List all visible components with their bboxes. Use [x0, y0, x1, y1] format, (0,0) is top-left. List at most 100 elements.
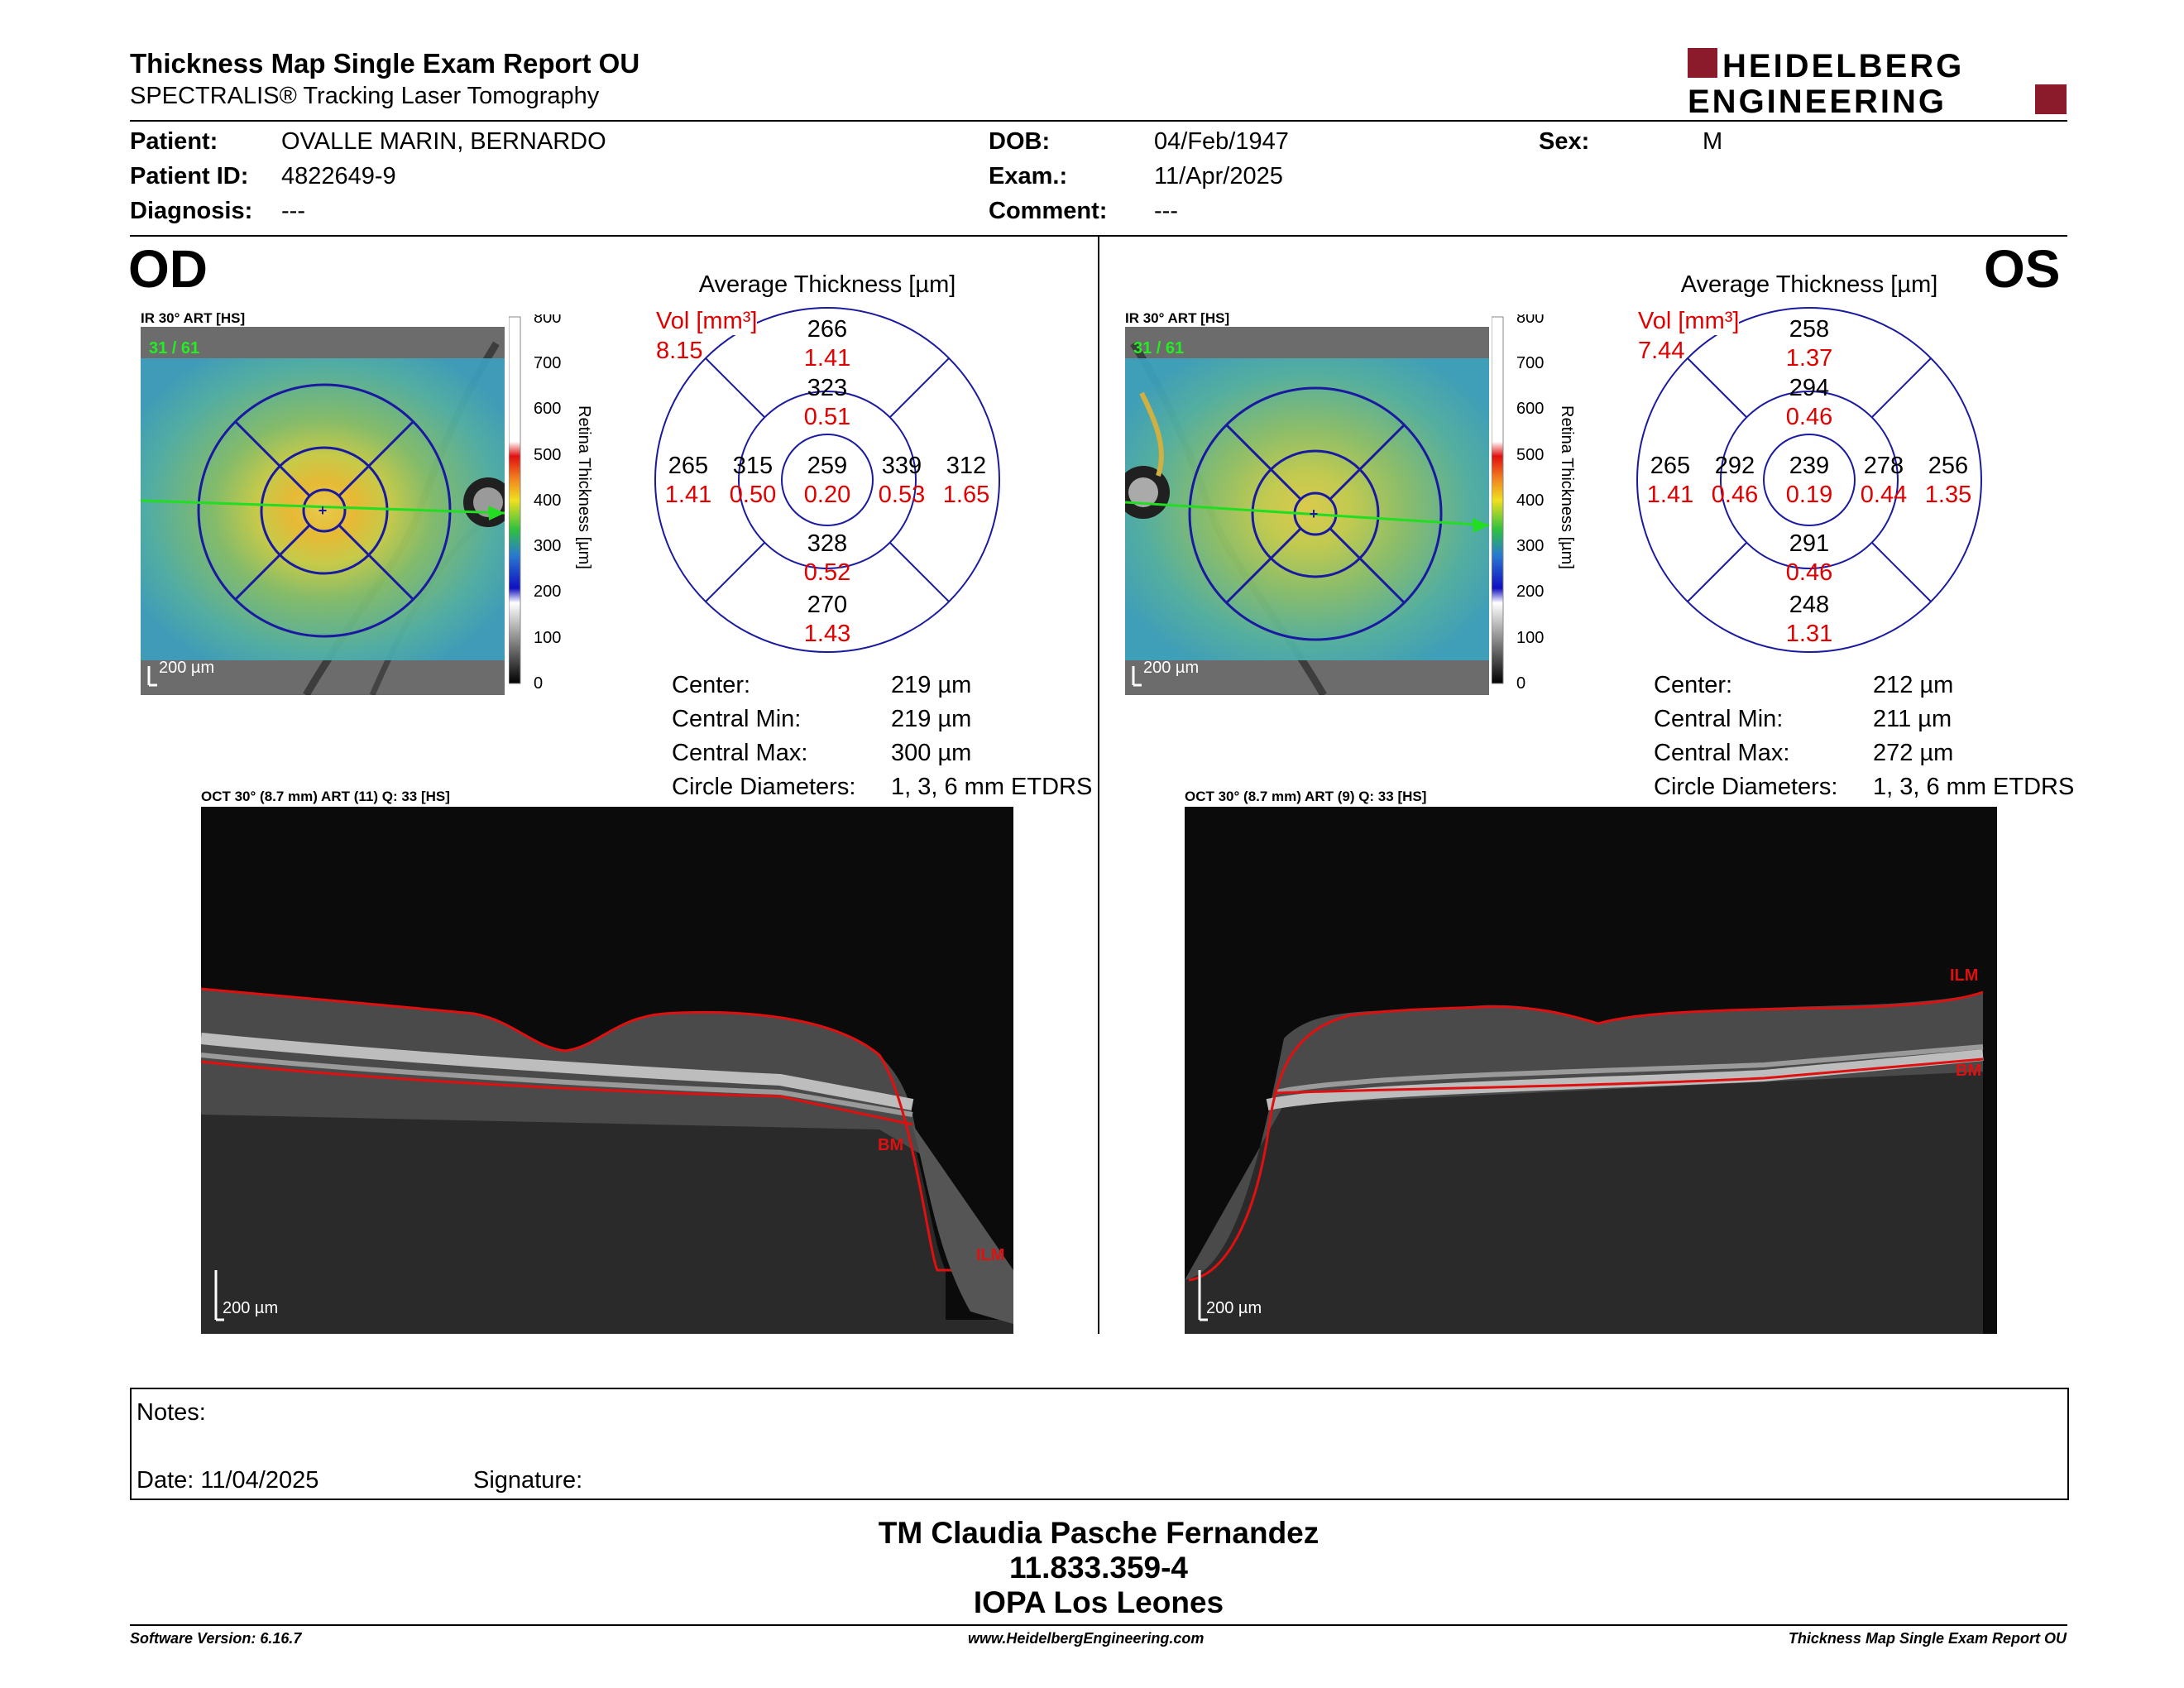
od-cs-tick: 300 [534, 537, 561, 555]
os-center-label: Center: [1654, 672, 1733, 698]
od-stats-labels: Center: Central Min: Central Max: Circle… [672, 669, 855, 804]
os-colorscale: 800 700 600 500 400 300 200 100 0 Retina… [1492, 314, 1576, 693]
os-art-counter: 31 / 61 [1133, 339, 1184, 357]
od-bm-label: BM [878, 1136, 903, 1154]
os-fundus-thickness-map: + 31 / 61 200 µm [1125, 327, 1489, 695]
sex-label: Sex: [1539, 128, 1590, 155]
od-circ-value: 1, 3, 6 mm ETDRS [891, 774, 1093, 800]
od-fundus-thickness-map: + 31 / 61 200 µm [141, 327, 505, 695]
os-outer-nas-vol: 1.35 [1925, 482, 1971, 508]
od-min-value: 219 µm [891, 706, 972, 732]
od-colorscale: 800 700 600 500 400 300 200 100 0 Retina… [509, 314, 593, 693]
os-inner-temp-vol: 0.46 [1712, 482, 1758, 508]
os-oct-bscan: ILM BM 200 µm [1185, 807, 1997, 1334]
od-max-value: 300 µm [891, 740, 972, 766]
od-vol-total: 8.15 [656, 338, 703, 364]
os-inner-nas-vol: 0.44 [1861, 482, 1907, 508]
od-inner-sup-thick: 323 [807, 375, 847, 401]
patient-id-label: Patient ID: [130, 163, 249, 189]
os-max-label: Central Max: [1654, 740, 1790, 766]
od-avg-title: Average Thickness [µm] [698, 271, 956, 298]
os-oct-caption: OCT 30° (8.7 mm) ART (9) Q: 33 [HS] [1185, 789, 1427, 804]
svg-text:+: + [318, 502, 328, 519]
os-center-thick: 239 [1789, 453, 1829, 479]
diagnosis-label: Diagnosis: [130, 198, 253, 224]
od-ilm-label: ILM [976, 1246, 1004, 1264]
os-ir-caption: IR 30° ART [HS] [1125, 310, 1230, 326]
od-inner-sup-vol: 0.51 [804, 404, 850, 430]
comment-value: --- [1154, 198, 1178, 224]
od-cs-tick: 0 [534, 674, 543, 693]
os-center-vol: 0.19 [1786, 482, 1832, 508]
os-max-value: 272 µm [1873, 740, 1954, 766]
os-center-value: 212 µm [1873, 672, 1954, 698]
os-circ-label: Circle Diameters: [1654, 774, 1838, 800]
center-divider [1098, 237, 1099, 1334]
os-cs-tick: 100 [1516, 629, 1544, 647]
os-stats-labels: Center: Central Min: Central Max: Circle… [1654, 669, 1837, 804]
report-title: Thickness Map Single Exam Report OU [130, 48, 640, 79]
od-inner-nas-thick: 339 [882, 453, 922, 479]
od-cs-tick: 100 [534, 629, 561, 647]
os-scale-bar-label: 200 µm [1143, 659, 1199, 677]
os-inner-inf-vol: 0.46 [1786, 559, 1832, 586]
od-inner-inf-vol: 0.52 [804, 559, 850, 586]
od-min-label: Central Min: [672, 706, 802, 732]
os-etdrs-grid: 258 1.37 294 0.46 239 0.19 292 0.46 278 … [1636, 307, 1982, 653]
footer-report-name: Thickness Map Single Exam Report OU [1788, 1630, 2067, 1647]
os-min-value: 211 µm [1873, 706, 1952, 732]
od-label: OD [128, 239, 208, 299]
os-inner-sup-vol: 0.46 [1786, 404, 1832, 430]
od-etdrs-grid: 266 1.41 323 0.51 259 0.20 315 0.50 339 … [654, 307, 1000, 653]
heidelberg-logo: HEIDELBERG ENGINEERING [1688, 48, 2067, 117]
os-cs-tick: 0 [1516, 674, 1525, 693]
os-cs-tick: 700 [1516, 354, 1544, 372]
dob-label: DOB: [989, 128, 1051, 155]
os-outer-inf-thick: 248 [1789, 592, 1829, 618]
od-oct-scale-label: 200 µm [223, 1299, 278, 1317]
od-inner-inf-thick: 328 [807, 530, 847, 557]
od-cs-tick: 400 [534, 492, 561, 510]
od-center-label: Center: [672, 672, 751, 698]
od-oct-bscan: BM ILM 200 µm [201, 807, 1013, 1334]
od-outer-temp-thick: 265 [668, 453, 708, 479]
os-outer-nas-thick: 256 [1928, 453, 1968, 479]
report-subtitle: SPECTRALIS® Tracking Laser Tomography [130, 83, 600, 109]
exam-label: Exam.: [989, 163, 1068, 189]
signoff-place: IOPA Los Leones [973, 1585, 1224, 1619]
os-outer-inf-vol: 1.31 [1786, 621, 1832, 647]
diagnosis-value: --- [281, 198, 305, 224]
signature-label: Signature: [473, 1467, 583, 1494]
svg-text:+: + [1310, 506, 1319, 522]
od-circ-label: Circle Diameters: [672, 774, 856, 800]
od-scale-bar-label: 200 µm [159, 659, 214, 677]
website-link[interactable]: www.HeidelbergEngineering.com [968, 1630, 1205, 1647]
os-cs-tick: 800 [1516, 314, 1544, 327]
notes-date: Date: 11/04/2025 [136, 1467, 319, 1494]
notes-box[interactable]: Notes: Date: 11/04/2025 Signature: [130, 1388, 2069, 1500]
os-inner-temp-thick: 292 [1715, 453, 1755, 479]
os-vol-label: Vol [mm³] [1638, 308, 1740, 335]
od-outer-inf-thick: 270 [807, 592, 847, 618]
od-art-counter: 31 / 61 [149, 339, 199, 357]
od-cs-tick: 700 [534, 354, 561, 372]
os-avg-title: Average Thickness [µm] [1680, 271, 1938, 298]
os-outer-sup-thick: 258 [1789, 316, 1829, 343]
os-stats-values: 212 µm 211 µm 272 µm 1, 3, 6 mm ETDRS [1873, 669, 2074, 804]
od-max-label: Central Max: [672, 740, 808, 766]
patient-id: 4822649-9 [281, 163, 396, 189]
notes-label: Notes: [136, 1399, 206, 1426]
os-cs-tick: 500 [1516, 446, 1544, 464]
logo-line1: HEIDELBERG [1722, 48, 1964, 84]
exam-date: 11/Apr/2025 [1154, 163, 1283, 189]
patient-label: Patient: [130, 128, 218, 155]
os-cs-title: Retina Thickness [µm] [1558, 405, 1576, 569]
os-min-label: Central Min: [1654, 706, 1784, 732]
os-oct-scale-label: 200 µm [1206, 1299, 1262, 1317]
os-inner-inf-thick: 291 [1789, 530, 1829, 557]
od-ir-caption: IR 30° ART [HS] [141, 310, 246, 326]
signoff-id: 11.833.359-4 [1008, 1551, 1189, 1585]
od-outer-nas-thick: 312 [946, 453, 986, 479]
os-vol-total: 7.44 [1638, 338, 1685, 364]
os-cs-tick: 200 [1516, 583, 1544, 601]
